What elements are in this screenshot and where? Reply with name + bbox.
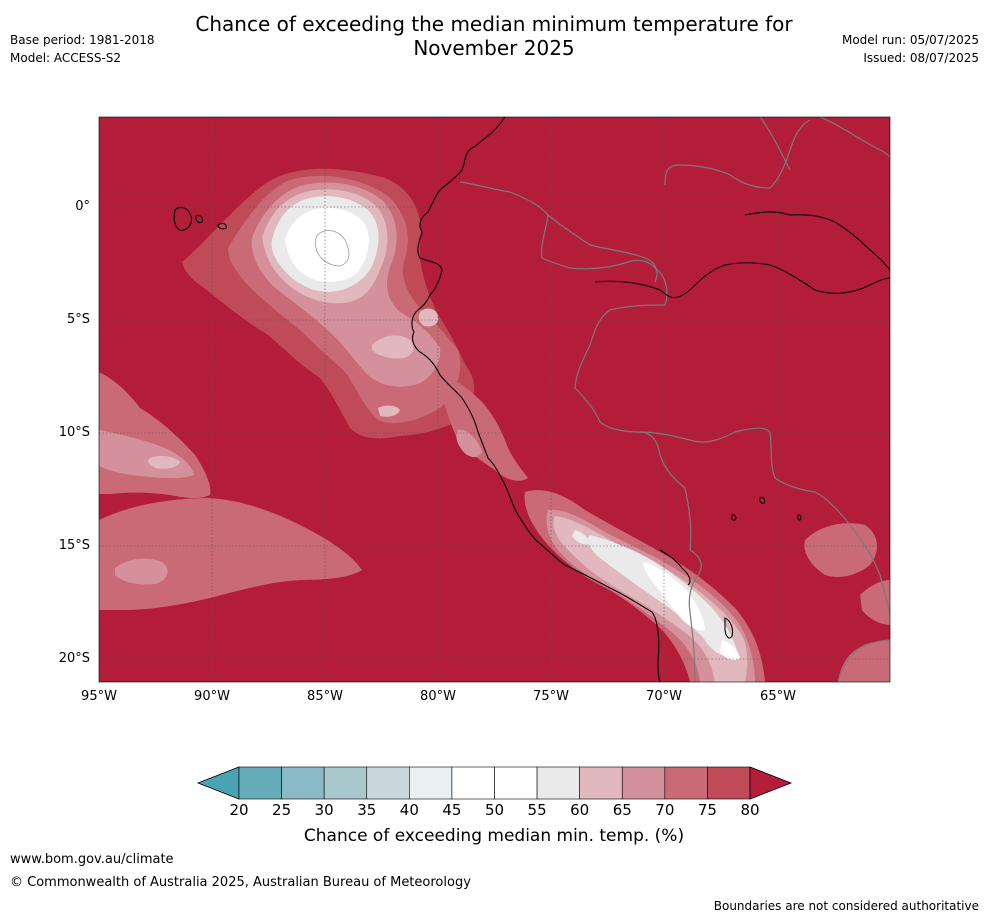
colorbar-segment (323, 766, 368, 800)
model-run: Model run: 05/07/2025 (841, 33, 979, 47)
chart-title: Chance of exceeding the median minimum t… (0, 12, 988, 60)
colorbar-title: Chance of exceeding median min. temp. (%… (303, 826, 685, 846)
latitude-label: 0° (75, 199, 90, 214)
longitude-label: 70°W (646, 689, 682, 704)
meta-right: Model run: 05/07/2025 Issued: 08/07/2025 (842, 31, 979, 67)
colorbar-tick-label: 70 (655, 801, 675, 819)
colorbar-tick-label: 80 (740, 801, 760, 819)
graticule (99, 117, 890, 682)
colorbar-over-arrow (749, 766, 793, 800)
colorbar-tick-label: 75 (697, 801, 717, 819)
model-name: Model: ACCESS-S2 (10, 51, 122, 65)
latitude-label: 5°S (66, 312, 90, 327)
longitude-label: 95°W (81, 689, 117, 704)
anomaly-region-coastal (440, 375, 765, 682)
longitude-label: 65°W (760, 689, 796, 704)
longitude-label: 80°W (420, 689, 456, 704)
colorbar-segment (707, 766, 751, 800)
latitude-label: 10°S (58, 425, 90, 440)
anomaly-region-galapagos (182, 168, 475, 439)
colorbar-tick-label: 50 (484, 801, 505, 819)
title-line-1: Chance of exceeding the median minimum t… (195, 12, 793, 36)
colorbar-tick-label: 60 (570, 801, 590, 819)
longitude-label: 90°W (194, 689, 230, 704)
colorbar-tick-label: 65 (612, 801, 632, 819)
colorbar-segment (494, 766, 538, 800)
colorbar-tick-label: 45 (442, 801, 462, 819)
longitude-label: 75°W (533, 689, 569, 704)
footer-note: Boundaries are not considered authoritat… (713, 899, 979, 913)
footer-copyright: © Commonwealth of Australia 2025, Austra… (10, 875, 471, 890)
colorbar-tick-label: 40 (399, 801, 419, 819)
colorbar-segment (664, 766, 708, 800)
colorbar-tick-label: 35 (357, 801, 377, 819)
anomaly-region-southwest (99, 372, 362, 610)
latitude-label: 20°S (58, 651, 90, 666)
latitude-label: 15°S (58, 538, 90, 553)
map-frame (98, 116, 891, 683)
coastline (173, 117, 890, 682)
colorbar-segment (281, 766, 325, 800)
colorbar-segment (579, 766, 623, 800)
map-background (99, 117, 890, 682)
meta-left: Base period: 1981-2018 Model: ACCESS-S2 (10, 31, 155, 67)
colorbar-tick-label: 25 (272, 801, 292, 819)
base-period: Base period: 1981-2018 (10, 33, 155, 47)
map-panel (99, 117, 890, 682)
colorbar-segment (621, 766, 666, 800)
colorbar-tick-label: 20 (229, 801, 249, 819)
colorbar-segment (409, 766, 453, 800)
footer-url[interactable]: www.bom.gov.au/climate (10, 852, 174, 867)
longitude-label: 85°W (307, 689, 343, 704)
country-borders (459, 117, 890, 682)
colorbar-under-arrow (196, 766, 240, 800)
colorbar-tick-label: 55 (527, 801, 547, 819)
title-line-2: November 2025 (413, 36, 575, 60)
colorbar-tick-label: 30 (314, 801, 334, 819)
colorbar-segment (451, 766, 495, 800)
colorbar (196, 766, 793, 800)
colorbar-segment (536, 766, 580, 800)
colorbar-segment (238, 766, 282, 800)
issued-date: Issued: 08/07/2025 (863, 51, 979, 65)
colorbar-segment (366, 766, 410, 800)
